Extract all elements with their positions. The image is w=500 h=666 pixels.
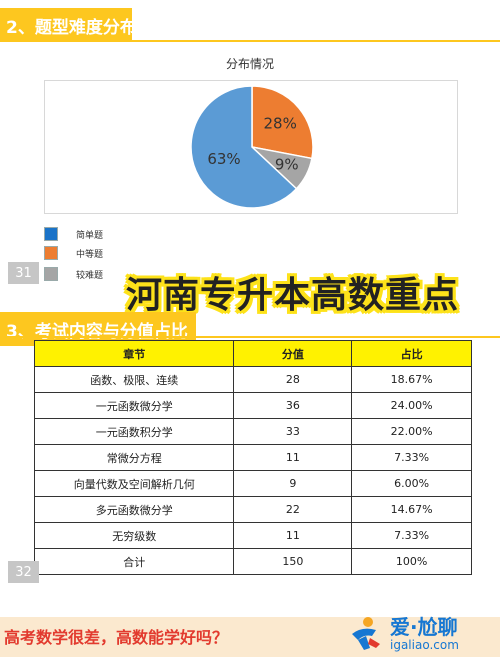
- legend-item: 中等题: [44, 246, 103, 260]
- cell-ratio: 7.33%: [351, 522, 472, 549]
- pie-slice-中等题: [251, 85, 314, 160]
- pie-chart-frame: 28% 9% 63%: [44, 80, 458, 214]
- table-row: 常微分方程 11 7.33%: [33, 444, 472, 471]
- pie-data-label: 9%: [275, 156, 299, 174]
- table-row: 一元函数积分学 33 22.00%: [33, 418, 472, 445]
- cell-ratio: 14.67%: [351, 496, 472, 523]
- section-divider: [0, 336, 500, 338]
- table-row: 函数、极限、连续 28 18.67%: [33, 366, 472, 393]
- score-table: 章节 分值 占比 函数、极限、连续 28 18.67% 一元函数微分学 36 2…: [33, 340, 472, 575]
- pie-slice-简单题: [190, 85, 298, 209]
- legend-label: 中等题: [76, 249, 104, 260]
- column-header-chapter: 章节: [33, 340, 235, 367]
- cell-score: 11: [233, 522, 353, 549]
- table-row: 向量代数及空间解析几何 9 6.00%: [33, 470, 472, 497]
- cell-ratio: 24.00%: [351, 392, 472, 419]
- cell-ratio: 6.00%: [351, 470, 472, 497]
- pie-data-label: 28%: [264, 115, 297, 133]
- brand-logo-icon: [352, 617, 380, 650]
- column-header-ratio: 占比: [351, 340, 472, 367]
- cell-ratio: 18.67%: [351, 366, 472, 393]
- overlay-title: 河南专升本高数重点: [126, 275, 460, 316]
- cell-score: 22: [233, 496, 353, 523]
- cell-score: 150: [233, 548, 353, 575]
- legend-swatch: [44, 246, 58, 260]
- cell-chapter: 一元函数微分学: [33, 392, 235, 419]
- chart-title: 分布情况: [225, 57, 274, 71]
- footer-question: 高考数学很差，高数能学好吗？: [4, 628, 229, 647]
- page-number-badge: 32: [8, 561, 39, 583]
- table-row: 无穷级数 11 7.33%: [33, 522, 472, 549]
- cell-chapter: 无穷级数: [33, 522, 235, 549]
- watermark-name: 爱·尬聊: [390, 615, 458, 639]
- table-row: 多元函数微分学 22 14.67%: [33, 496, 472, 523]
- page-number-badge: 31: [8, 262, 39, 284]
- legend-item: 简单题: [44, 227, 103, 241]
- cell-ratio: 7.33%: [351, 444, 472, 471]
- cell-chapter: 向量代数及空间解析几何: [33, 470, 235, 497]
- legend-swatch: [44, 267, 58, 281]
- section-header-text: 2、题型难度分布: [6, 17, 137, 38]
- section-header-difficulty: 2、题型难度分布: [0, 8, 137, 42]
- cell-score: 28: [233, 366, 353, 393]
- cell-chapter: 多元函数微分学: [33, 496, 235, 523]
- column-header-score: 分值: [233, 340, 353, 367]
- cell-score: 9: [233, 470, 353, 497]
- footer-banner: [0, 617, 500, 657]
- cell-score: 11: [233, 444, 353, 471]
- cell-ratio: 100%: [351, 548, 472, 575]
- legend-swatch: [44, 227, 58, 241]
- legend-label: 较难题: [76, 270, 104, 281]
- cell-chapter: 一元函数积分学: [33, 418, 235, 445]
- watermark-text: 爱·尬聊 igaliao.com: [390, 616, 459, 652]
- watermark-url: igaliao.com: [390, 638, 459, 652]
- cell-score: 36: [233, 392, 353, 419]
- cell-chapter: 合计: [33, 548, 235, 575]
- watermark: 爱·尬聊 igaliao.com: [346, 606, 496, 662]
- pie-chart: 28% 9% 63%: [190, 85, 314, 209]
- table-row: 一元函数微分学 36 24.00%: [33, 392, 472, 419]
- cell-chapter: 函数、极限、连续: [33, 366, 235, 393]
- pie-data-label: 63%: [207, 150, 240, 168]
- cell-chapter: 常微分方程: [33, 444, 235, 471]
- legend-item: 较难题: [44, 267, 103, 281]
- legend-label: 简单题: [76, 230, 104, 241]
- cell-ratio: 22.00%: [351, 418, 472, 445]
- section-divider: [0, 40, 500, 42]
- table-header-row: 章节 分值 占比: [33, 340, 472, 367]
- table-row-total: 合计 150 100%: [33, 548, 472, 575]
- cell-score: 33: [233, 418, 353, 445]
